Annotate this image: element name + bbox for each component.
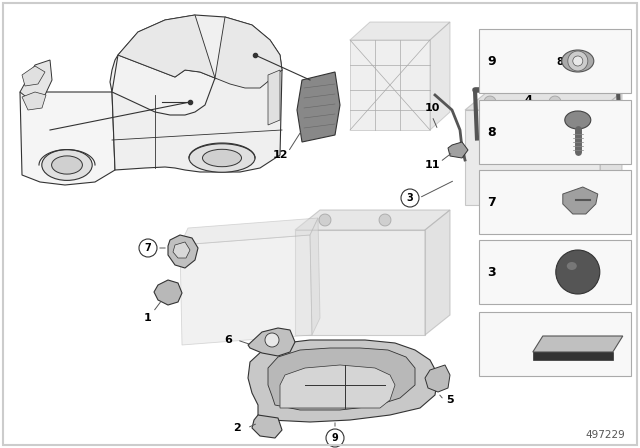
Ellipse shape xyxy=(42,150,92,181)
Text: 5: 5 xyxy=(446,395,454,405)
Text: 1: 1 xyxy=(144,313,152,323)
Polygon shape xyxy=(600,92,622,205)
Polygon shape xyxy=(22,66,45,86)
Text: 8: 8 xyxy=(557,57,563,67)
Polygon shape xyxy=(465,92,622,110)
Polygon shape xyxy=(310,218,320,335)
Text: 10: 10 xyxy=(424,103,440,113)
Circle shape xyxy=(556,250,600,294)
FancyBboxPatch shape xyxy=(479,312,631,376)
Polygon shape xyxy=(532,336,623,352)
Polygon shape xyxy=(112,55,215,115)
FancyBboxPatch shape xyxy=(479,240,631,304)
Polygon shape xyxy=(295,210,450,230)
Polygon shape xyxy=(430,22,450,130)
Polygon shape xyxy=(350,22,450,40)
Polygon shape xyxy=(297,72,340,142)
Polygon shape xyxy=(180,218,318,245)
Polygon shape xyxy=(154,280,182,305)
Text: 4: 4 xyxy=(524,95,532,105)
Circle shape xyxy=(139,239,157,257)
Polygon shape xyxy=(425,365,450,392)
Text: 497229: 497229 xyxy=(585,430,625,440)
FancyBboxPatch shape xyxy=(479,29,631,93)
Circle shape xyxy=(573,56,583,66)
Ellipse shape xyxy=(189,144,255,172)
Circle shape xyxy=(379,214,391,226)
Text: 7: 7 xyxy=(488,195,497,208)
Text: 8: 8 xyxy=(488,125,496,138)
Text: 12: 12 xyxy=(272,150,288,160)
Polygon shape xyxy=(448,142,468,158)
Text: 11: 11 xyxy=(424,160,440,170)
Ellipse shape xyxy=(52,156,83,174)
FancyBboxPatch shape xyxy=(479,100,631,164)
Circle shape xyxy=(568,51,588,71)
Circle shape xyxy=(484,96,496,108)
Polygon shape xyxy=(350,40,430,130)
Polygon shape xyxy=(280,365,395,408)
Ellipse shape xyxy=(562,50,594,72)
Circle shape xyxy=(401,189,419,207)
Polygon shape xyxy=(110,15,282,92)
Polygon shape xyxy=(248,340,438,422)
Polygon shape xyxy=(20,60,52,100)
Ellipse shape xyxy=(564,111,591,129)
Text: 9: 9 xyxy=(332,433,339,443)
Polygon shape xyxy=(215,17,282,88)
Polygon shape xyxy=(268,348,415,410)
Polygon shape xyxy=(248,328,295,356)
Polygon shape xyxy=(173,242,190,258)
Ellipse shape xyxy=(202,149,241,167)
Polygon shape xyxy=(118,15,215,78)
Polygon shape xyxy=(465,110,600,205)
Text: 3: 3 xyxy=(406,193,413,203)
Polygon shape xyxy=(563,187,598,214)
Text: 9: 9 xyxy=(488,55,496,68)
Polygon shape xyxy=(20,92,115,185)
Polygon shape xyxy=(252,415,282,438)
Polygon shape xyxy=(295,230,425,335)
Polygon shape xyxy=(112,70,282,172)
Circle shape xyxy=(319,214,331,226)
Text: 7: 7 xyxy=(145,243,152,253)
Polygon shape xyxy=(168,235,198,268)
Text: 3: 3 xyxy=(488,266,496,279)
Circle shape xyxy=(551,53,569,71)
Circle shape xyxy=(549,96,561,108)
Polygon shape xyxy=(180,235,312,345)
Polygon shape xyxy=(425,210,450,335)
Circle shape xyxy=(326,429,344,447)
FancyBboxPatch shape xyxy=(479,170,631,234)
Polygon shape xyxy=(268,70,280,125)
Text: 2: 2 xyxy=(233,423,241,433)
Circle shape xyxy=(265,333,279,347)
Polygon shape xyxy=(532,352,613,360)
Ellipse shape xyxy=(567,262,577,270)
Polygon shape xyxy=(22,92,46,110)
Text: 6: 6 xyxy=(224,335,232,345)
